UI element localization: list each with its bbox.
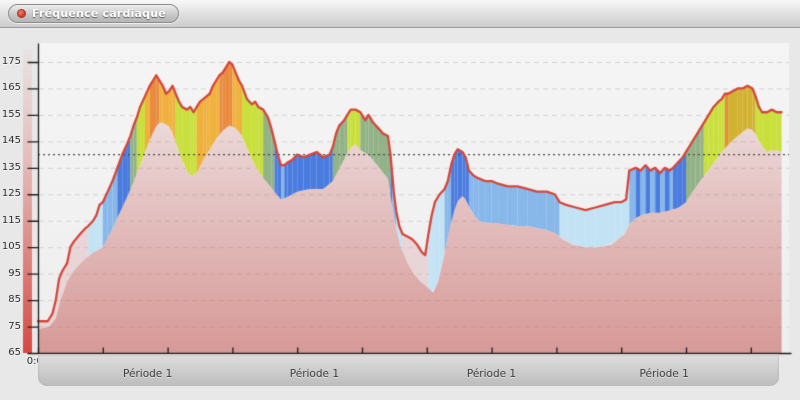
chart-area: 657585951051151251351451551651750:002:00… xyxy=(0,28,800,400)
period-label[interactable]: Période 1 xyxy=(639,368,689,380)
y-axis-label: 65 xyxy=(8,347,21,358)
period-label[interactable]: Période 1 xyxy=(123,368,173,380)
period-label[interactable]: Période 1 xyxy=(289,368,339,380)
y-axis-label: 135 xyxy=(1,161,21,173)
y-axis-label: 105 xyxy=(1,241,21,253)
y-axis-label: 145 xyxy=(1,135,21,147)
chart-titlebar: Fréquence cardiaque xyxy=(0,0,800,28)
y-axis-label: 175 xyxy=(1,56,21,67)
period-label[interactable]: Période 1 xyxy=(466,368,517,380)
chart-type-button[interactable]: Fréquence cardiaque xyxy=(8,4,179,23)
heart-rate-chart[interactable] xyxy=(0,28,800,400)
y-axis-label: 95 xyxy=(8,267,21,279)
y-axis-label: 155 xyxy=(1,108,21,120)
chart-title: Fréquence cardiaque xyxy=(32,7,166,20)
y-axis-label: 115 xyxy=(1,214,21,226)
y-axis-label: 165 xyxy=(1,82,21,94)
period-bar[interactable]: Période 1 Période 1 Période 1 Période 1 xyxy=(38,354,779,386)
y-axis-label: 85 xyxy=(8,294,21,306)
y-axis-label: 75 xyxy=(8,320,21,332)
y-axis-label: 125 xyxy=(1,188,21,200)
record-dot-icon xyxy=(17,9,26,18)
